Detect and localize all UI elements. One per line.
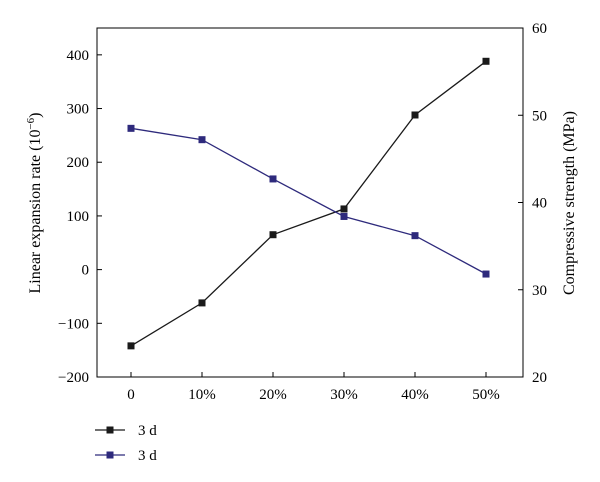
right-tick-label: 30	[532, 283, 547, 299]
legend-label: 3 d	[138, 448, 157, 464]
x-tick-label: 40%	[401, 387, 429, 403]
x-tick-label: 50%	[472, 387, 500, 403]
left-tick-label: 300	[67, 102, 90, 118]
left-tick-label: 0	[82, 263, 90, 279]
x-tick-label: 20%	[259, 387, 287, 403]
series-1-point	[482, 57, 490, 65]
x-axis-ticks: 0 10% 20% 30% 40% 50%	[127, 372, 500, 403]
left-axis-label-tail: )	[27, 113, 44, 118]
left-tick-label: 400	[67, 48, 90, 64]
series-1-point	[411, 111, 419, 119]
series-1-point	[269, 231, 277, 239]
legend-item: 3 d	[95, 448, 157, 464]
legend-marker	[106, 451, 114, 459]
series-line-1	[130, 60, 487, 347]
right-axis-ticks: 20 30 40 50 60	[518, 21, 547, 386]
series-2-point	[340, 212, 348, 220]
series-1-point	[127, 342, 135, 350]
right-tick-label: 60	[532, 21, 547, 37]
right-tick-label: 40	[532, 196, 547, 212]
left-axis-label-exponent: −6	[25, 117, 37, 129]
right-tick-label: 50	[532, 108, 547, 124]
x-tick-label: 0	[127, 387, 135, 403]
plot-frame	[96, 27, 524, 378]
left-tick-label: 200	[67, 155, 90, 171]
left-axis-ticks: −200 −100 0 100 200 300 400	[58, 48, 102, 386]
x-tick-label: 30%	[330, 387, 358, 403]
series-2-point	[198, 136, 206, 144]
series-1-point	[340, 205, 348, 213]
legend: 3 d 3 d	[95, 423, 157, 464]
left-tick-label: 100	[67, 209, 90, 225]
left-tick-label: −200	[58, 370, 89, 386]
series-layer	[127, 57, 490, 350]
legend-label: 3 d	[138, 423, 157, 439]
left-axis-label: Linear expansion rate (10−6)	[25, 113, 44, 294]
right-axis-label: Compressive strength (MPa)	[561, 111, 578, 295]
series-1-point	[198, 299, 206, 307]
series-2-point	[269, 175, 277, 183]
left-tick-label: −100	[58, 316, 89, 332]
series-line-2	[130, 127, 487, 275]
legend-item: 3 d	[95, 423, 157, 439]
right-tick-label: 20	[532, 370, 547, 386]
series-2-point	[411, 232, 419, 240]
x-tick-label: 10%	[188, 387, 216, 403]
legend-marker	[106, 426, 114, 434]
series-2-point	[127, 124, 135, 132]
series-2-point	[482, 270, 490, 278]
